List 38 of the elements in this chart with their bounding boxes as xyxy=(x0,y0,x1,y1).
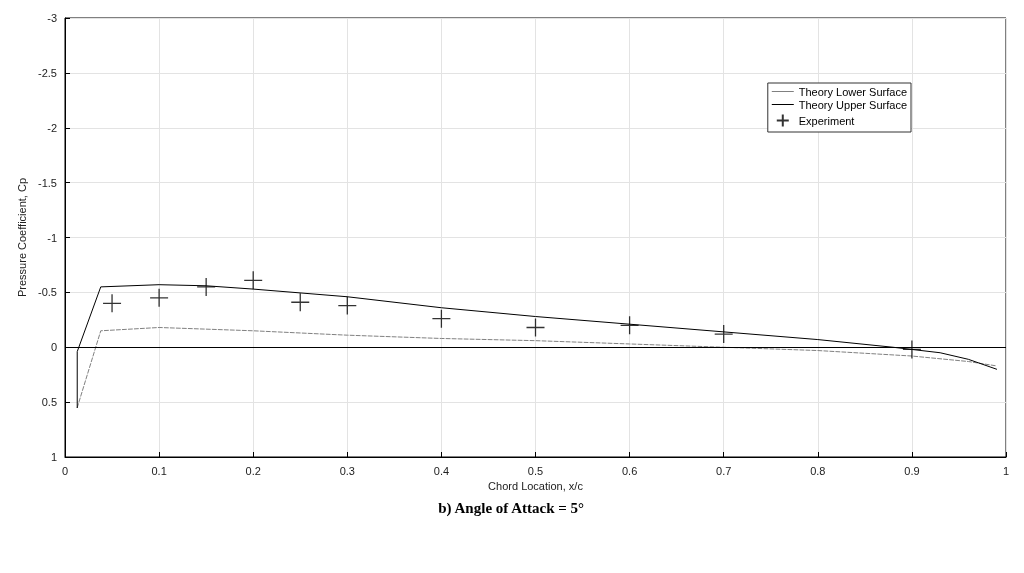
point xyxy=(619,315,640,335)
text: b) Angle of Attack = 5° xyxy=(438,499,585,517)
point xyxy=(196,277,216,297)
y-tick-label: 0 xyxy=(50,341,57,354)
x-tick-label: 0.6 xyxy=(621,464,638,477)
point xyxy=(337,295,357,316)
y-tick-label: -2 xyxy=(47,121,57,134)
point xyxy=(714,324,734,344)
y-tick-label: -1.5 xyxy=(38,176,57,189)
y-tick-label: 0.5 xyxy=(41,396,57,409)
y-tick-label: -2.5 xyxy=(38,66,57,79)
x-axis-title: Chord Location, x/c xyxy=(488,480,584,493)
y-tick-label: -1 xyxy=(47,231,57,244)
point xyxy=(431,309,452,329)
line-series xyxy=(76,327,998,409)
x-tick-label: 0.7 xyxy=(716,464,732,477)
y-axis-title: Pressure Coefficient, Cp xyxy=(15,177,28,298)
x-tick-label: 0.9 xyxy=(904,464,920,477)
point xyxy=(102,293,122,313)
y-tick-label: -0.5 xyxy=(38,286,57,299)
x-tick-label: 0.2 xyxy=(245,464,261,477)
x-tick-label: 1 xyxy=(1002,464,1010,477)
y-tick-label: 1 xyxy=(50,451,57,463)
point xyxy=(290,292,310,312)
legend-label: Theory Lower Surface xyxy=(798,85,907,98)
legend-label: Theory Upper Surface xyxy=(798,98,907,111)
point xyxy=(525,317,546,338)
point xyxy=(149,288,169,308)
x-tick-label: 0.1 xyxy=(151,464,167,477)
x-tick-label: 0.3 xyxy=(339,464,355,477)
y-tick-label: -3 xyxy=(47,12,57,24)
x-tick-label: 0.5 xyxy=(527,464,544,477)
x-tick-label: 0 xyxy=(61,464,69,477)
x-tick-label: 0.4 xyxy=(433,464,450,477)
point xyxy=(902,339,922,360)
point xyxy=(243,270,263,290)
x-tick-label: 0.8 xyxy=(810,464,826,477)
legend-label: Experiment xyxy=(798,114,855,127)
